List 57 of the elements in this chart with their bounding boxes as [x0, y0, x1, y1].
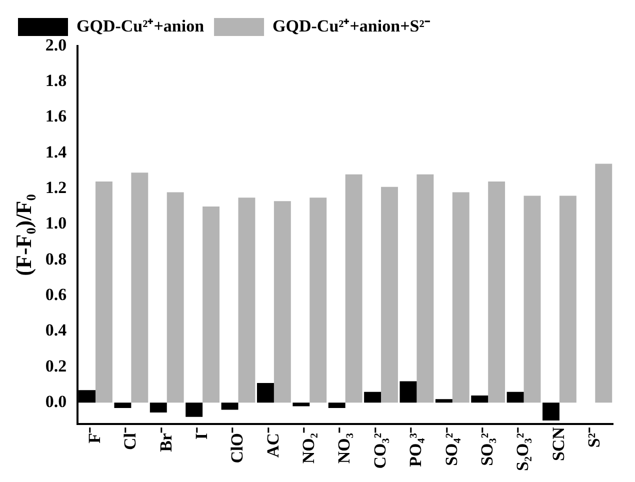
bar [274, 201, 291, 403]
x-tick-label: NO₂⁻ [299, 427, 318, 464]
x-tick-label: Br⁻ [156, 427, 176, 452]
bar [150, 402, 167, 412]
bar [114, 402, 132, 408]
bar [292, 402, 310, 406]
y-tick-label: 0.8 [45, 249, 67, 268]
bar [256, 383, 274, 403]
bar [524, 196, 541, 403]
legend-label: GQD-Cu²⁺+anion [76, 16, 205, 36]
y-tick-label: 0.0 [45, 392, 67, 412]
bar [364, 392, 382, 403]
x-tick-label: SCN [548, 426, 568, 462]
bar [186, 402, 203, 417]
bar [95, 182, 112, 403]
x-tick-label: NO₃⁻ [334, 427, 354, 464]
x-tick-label: S₂O₃²⁻ [513, 427, 532, 471]
bar [381, 186, 398, 403]
y-tick-label: 0.6 [45, 285, 67, 304]
x-tick-label: CO₃²⁻ [370, 427, 390, 469]
bar [452, 192, 470, 403]
x-tick-label: AC⁻ [263, 427, 282, 458]
bar [345, 174, 362, 403]
y-tick-label: 2.0 [45, 35, 67, 54]
y-tick-label: 0.4 [45, 320, 68, 340]
y-axis-title: (F-F₀)/F₀ [10, 194, 36, 276]
bar [488, 182, 506, 403]
x-tick-label: Cl⁻ [120, 427, 140, 450]
bar [506, 392, 524, 403]
bar [202, 206, 220, 403]
x-tick-label: I⁻ [192, 427, 211, 440]
bar [238, 198, 256, 403]
y-tick-label: 1.8 [45, 71, 67, 90]
y-tick-label: 1.0 [45, 214, 67, 233]
x-tick-label: PO₄³⁻ [406, 427, 426, 467]
bar [559, 196, 576, 403]
x-tick-label: F⁻ [84, 427, 104, 444]
bar [221, 402, 238, 410]
legend-label: GQD-Cu²⁺+anion+S²⁻ [272, 16, 430, 36]
y-tick-label: 1.4 [45, 142, 68, 162]
y-tick-label: 0.2 [45, 356, 67, 376]
x-tick-label: SO₄²⁻ [442, 427, 461, 466]
x-tick-label: SO₃²⁻ [477, 427, 496, 466]
x-tick-label: S²⁻ [584, 427, 604, 448]
bar [131, 172, 148, 403]
bar [166, 192, 184, 403]
bar [416, 174, 434, 403]
bar [471, 396, 488, 403]
bar [400, 381, 417, 403]
y-tick-label: 1.6 [45, 106, 67, 126]
y-tick-label: 1.2 [45, 178, 67, 198]
bar [310, 198, 327, 403]
bar [595, 164, 612, 403]
bar [435, 399, 452, 403]
bar [328, 402, 346, 408]
bar [542, 402, 560, 420]
x-tick-label: ClO⁻ [228, 427, 247, 464]
